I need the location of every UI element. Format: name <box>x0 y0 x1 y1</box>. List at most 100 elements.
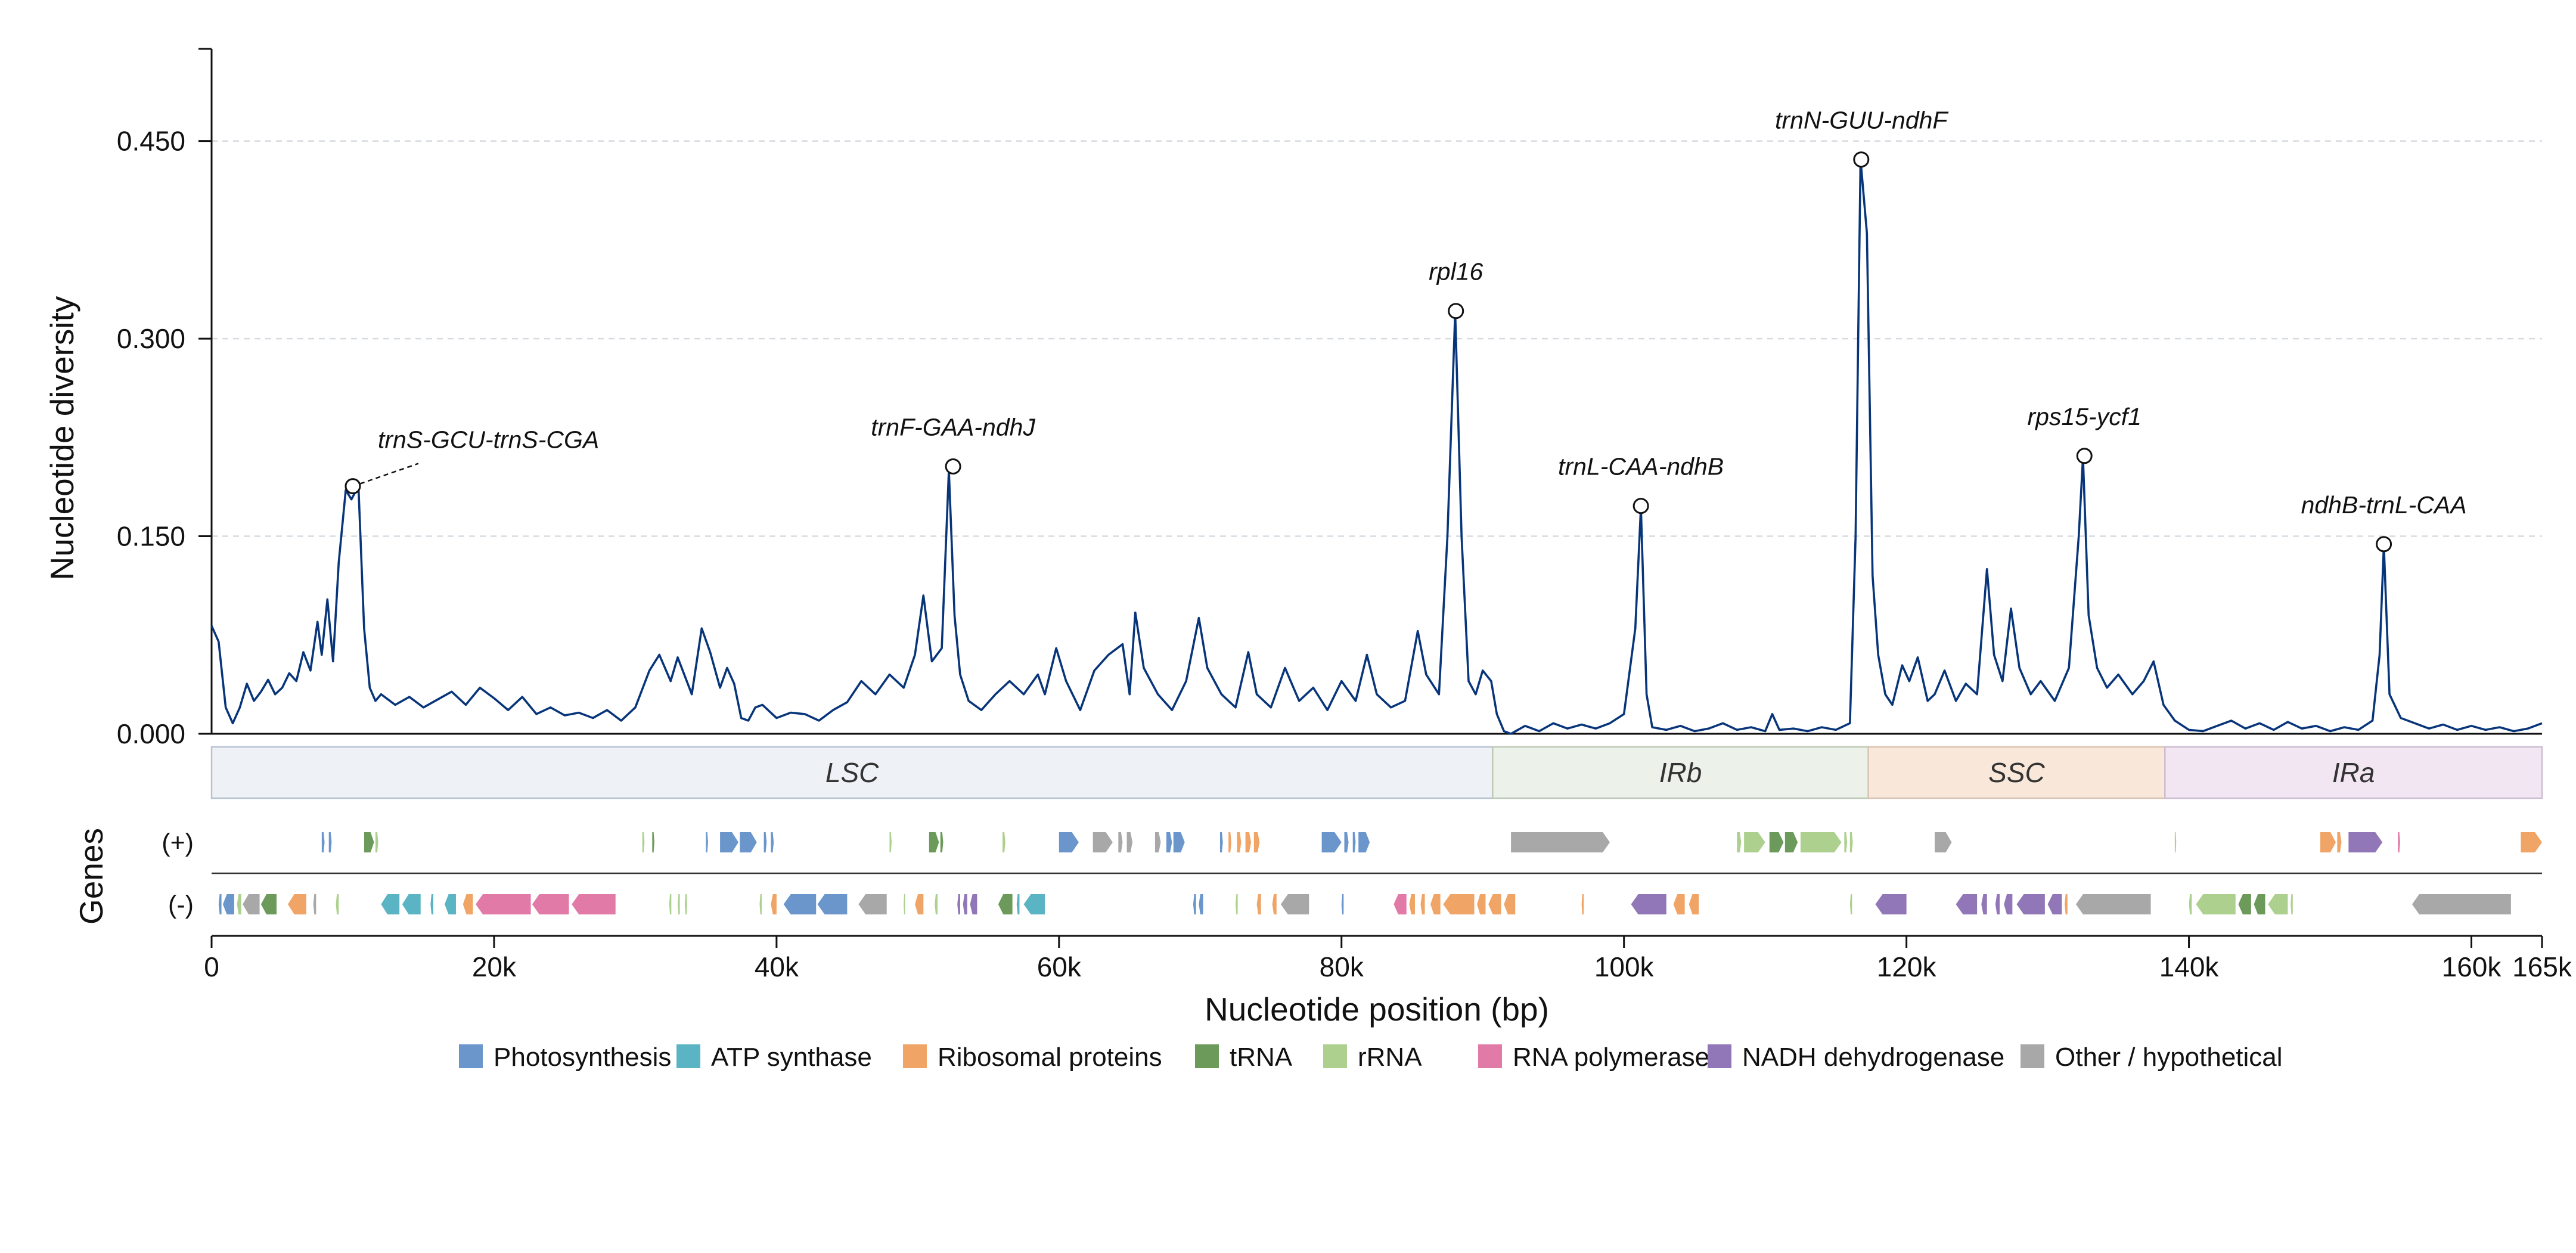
gene-minus <box>1581 894 1584 914</box>
legend: Photosynthesis ATP synthase Ribosomal prot… <box>459 1043 2283 1072</box>
gene-track-title: Genes <box>73 828 110 925</box>
gene-plus <box>771 832 774 852</box>
region-bar: LSC IRb SSC IRa <box>210 746 2543 799</box>
gene-minus <box>783 894 817 914</box>
gene-minus <box>915 894 924 914</box>
gene-plus <box>328 832 332 852</box>
gene-minus <box>1280 894 1309 914</box>
gene-minus <box>1504 894 1516 914</box>
grid-lines <box>212 140 2542 537</box>
gene-minus <box>904 894 905 914</box>
gene-minus <box>970 894 977 914</box>
axes: 0.000 0.150 0.300 0.450 0 20k 40k 60k 80k 100k 120… <box>117 48 2572 982</box>
gene-minus <box>1023 894 1045 914</box>
gene-minus <box>2047 894 2062 914</box>
gene-minus <box>2268 894 2288 914</box>
peak-label: trnF-GAA-ndhJ <box>871 413 1035 441</box>
gene-plus <box>364 832 374 852</box>
gene-plus <box>1321 832 1342 852</box>
gene-track: (+) (-) <box>162 829 2542 919</box>
gene-minus <box>572 894 616 914</box>
gene-plus <box>764 832 767 852</box>
gene-minus <box>1689 894 1699 914</box>
gene-minus <box>1981 894 1987 914</box>
gene-plus <box>1800 832 1842 852</box>
region-label: LSC <box>825 757 879 788</box>
y-tick-label: 0.450 <box>117 126 185 157</box>
gene-plus <box>1154 832 1161 852</box>
gene-plus <box>1849 832 1853 852</box>
gene-minus <box>1409 894 1415 914</box>
gene-minus <box>1875 894 1907 914</box>
gene-minus <box>1016 894 1020 914</box>
gene-minus <box>963 894 967 914</box>
gene-minus <box>2291 894 2293 914</box>
gene-minus <box>1256 894 1261 914</box>
peak-marker <box>1632 498 1649 514</box>
gene-plus <box>1228 832 1231 852</box>
gene-plus <box>375 832 378 852</box>
gene-plus <box>1352 832 1356 852</box>
x-tick-label: 160k <box>2442 951 2502 982</box>
peak-marker <box>344 478 361 495</box>
gene-minus <box>237 894 241 914</box>
x-tick-label: 100k <box>1594 951 1655 982</box>
gene-plus <box>2398 832 2400 852</box>
gene-plus <box>1737 832 1742 852</box>
y-tick-label: 0.000 <box>117 718 185 749</box>
gene-minus <box>313 894 316 914</box>
gene-minus <box>1193 894 1196 914</box>
peak-label: trnN-GUU-ndhF <box>1775 107 1948 134</box>
gene-minus <box>287 894 306 914</box>
gene-minus <box>858 894 887 914</box>
legend-swatch <box>1323 1044 1347 1068</box>
peak-marker <box>2376 536 2392 553</box>
gene-minus <box>1849 894 1852 914</box>
legend-label: NADH dehydrogenase <box>1742 1043 2004 1072</box>
gene-minus <box>2238 894 2251 914</box>
peak-label: trnL-CAA-ndhB <box>1558 453 1724 480</box>
gene-plus <box>1237 832 1242 852</box>
x-tick-label: 140k <box>2159 951 2220 982</box>
region-label: IRa <box>2332 757 2375 788</box>
gene-minus <box>1272 894 1277 914</box>
gene-minus <box>402 894 421 914</box>
gene-minus <box>1199 894 1203 914</box>
gene-plus <box>720 832 738 852</box>
gene-minus <box>1488 894 1501 914</box>
peak-label: trnS-GCU-trnS-CGA <box>378 426 599 454</box>
peak-label: rpl16 <box>1429 258 1483 286</box>
y-axis-title: Nucleotide diversity <box>44 296 80 580</box>
y-tick-label: 0.150 <box>117 521 185 552</box>
gene-minus <box>532 894 569 914</box>
gene-plus <box>1344 832 1349 852</box>
gene-plus <box>1784 832 1798 852</box>
gene-minus <box>759 894 762 914</box>
peak-marker <box>1448 303 1464 320</box>
gene-minus <box>476 894 531 914</box>
legend-label: tRNA <box>1230 1043 1293 1072</box>
region-block <box>1867 746 2166 799</box>
gene-plus <box>1126 832 1133 852</box>
x-tick-label: 80k <box>1320 951 1364 982</box>
legend-label: rRNA <box>1358 1043 1422 1072</box>
gene-plus <box>1173 832 1185 852</box>
gene-plus <box>1935 832 1952 852</box>
gene-minus <box>998 894 1013 914</box>
gene-minus <box>2196 894 2236 914</box>
gene-minus <box>1956 894 1978 914</box>
gene-minus <box>2065 894 2068 914</box>
gene-minus <box>1995 894 2000 914</box>
gene-plus <box>740 832 757 852</box>
gene-plus <box>321 832 325 852</box>
gene-plus <box>1358 832 1370 852</box>
gene-plus <box>1118 832 1123 852</box>
legend-label: RNA polymerase <box>1513 1043 1709 1072</box>
x-tick-label: 60k <box>1037 951 1082 982</box>
gene-minus <box>1341 894 1344 914</box>
gene-plus <box>642 832 645 852</box>
gene-minus <box>463 894 473 914</box>
legend-swatch <box>1708 1044 1731 1068</box>
region-block <box>210 746 1494 799</box>
gene-plus <box>1166 832 1172 852</box>
